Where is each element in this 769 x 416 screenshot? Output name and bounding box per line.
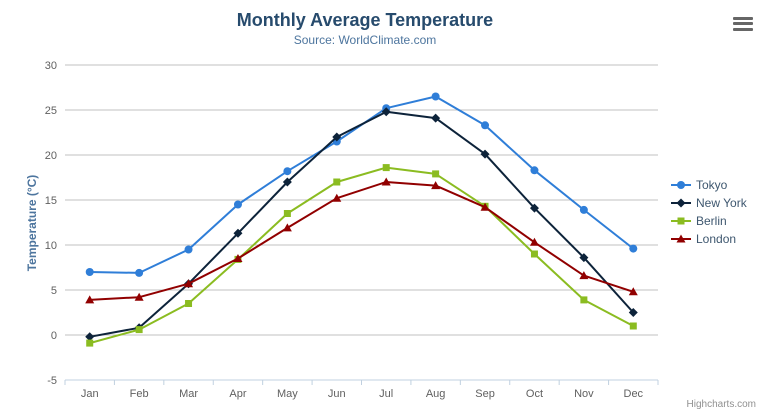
data-point-marker[interactable] xyxy=(676,234,686,243)
data-point-marker[interactable] xyxy=(579,253,589,263)
data-point-marker[interactable] xyxy=(677,181,685,189)
data-point-marker[interactable] xyxy=(629,322,637,330)
data-point-marker[interactable] xyxy=(481,121,490,130)
y-axis-label: 10 xyxy=(45,240,57,252)
y-axis-label: -5 xyxy=(47,375,57,387)
data-point-marker[interactable] xyxy=(480,202,490,211)
chart-title: Monthly Average Temperature xyxy=(236,10,494,30)
y-axis-label: 5 xyxy=(51,285,57,297)
data-point-marker[interactable] xyxy=(432,170,440,178)
data-point-marker[interactable] xyxy=(431,92,440,101)
data-point-marker[interactable] xyxy=(85,295,95,304)
data-point-marker[interactable] xyxy=(135,268,144,277)
data-point-marker[interactable] xyxy=(431,181,441,190)
legend-marker-triangle-icon xyxy=(671,234,691,243)
data-point-marker[interactable] xyxy=(135,326,143,334)
y-axis-label: 20 xyxy=(45,150,57,162)
legend-item-label: Berlin xyxy=(696,214,727,228)
legend-marker-circle-icon xyxy=(671,181,691,189)
data-point-marker[interactable] xyxy=(529,203,539,213)
data-point-marker[interactable] xyxy=(184,279,194,288)
x-axis-label: Apr xyxy=(229,388,246,400)
data-point-marker[interactable] xyxy=(333,178,341,186)
x-axis-label: Nov xyxy=(574,388,594,400)
chart-subtitle: Source: WorldClimate.com xyxy=(293,33,437,47)
data-point-marker[interactable] xyxy=(579,205,588,214)
data-point-marker[interactable] xyxy=(185,300,193,307)
hamburger-bar xyxy=(733,16,753,20)
series-line-tokyo xyxy=(88,95,635,274)
export-menu-button[interactable] xyxy=(729,14,757,36)
highcharts-credits[interactable]: Highcharts.com xyxy=(686,399,756,410)
data-point-marker[interactable] xyxy=(233,254,243,262)
data-point-marker[interactable] xyxy=(382,164,390,172)
legend: Tokyo New York Berlin London xyxy=(671,176,747,248)
hamburger-menu-icon xyxy=(731,16,755,31)
data-point-marker[interactable] xyxy=(283,210,291,217)
x-axis-label: Jun xyxy=(328,388,346,400)
x-axis-label: Sep xyxy=(475,388,495,400)
legend-marker-square-icon xyxy=(671,217,691,225)
legend-item-label: New York xyxy=(696,196,747,210)
y-axis-label: 30 xyxy=(45,60,57,72)
hamburger-bar xyxy=(733,27,753,31)
series-line-berlin xyxy=(88,166,635,345)
data-point-marker[interactable] xyxy=(529,237,539,246)
legend-item-tokyo[interactable]: Tokyo xyxy=(671,176,747,194)
legend-item-new-york[interactable]: New York xyxy=(671,194,747,212)
data-point-marker[interactable] xyxy=(629,244,638,253)
data-point-marker[interactable] xyxy=(530,166,539,175)
legend-item-label: London xyxy=(696,232,737,246)
legend-item-berlin[interactable]: Berlin xyxy=(671,212,747,230)
series-line-london xyxy=(88,181,635,301)
legend-marker-diamond-icon xyxy=(671,198,691,208)
data-point-marker[interactable] xyxy=(85,332,95,342)
data-point-marker[interactable] xyxy=(676,198,686,208)
x-axis-label: Oct xyxy=(526,388,543,400)
data-point-marker[interactable] xyxy=(431,113,441,123)
data-point-marker[interactable] xyxy=(628,287,638,296)
data-point-marker[interactable] xyxy=(85,268,94,276)
data-point-marker[interactable] xyxy=(677,217,685,225)
data-point-marker[interactable] xyxy=(381,177,391,186)
y-axis-label: 0 xyxy=(51,330,57,342)
data-point-marker[interactable] xyxy=(282,177,292,187)
legend-item-label: Tokyo xyxy=(696,178,728,192)
series-line-new-york xyxy=(88,110,635,338)
data-point-marker[interactable] xyxy=(134,292,144,301)
data-point-marker[interactable] xyxy=(579,271,589,280)
x-axis-label: Jan xyxy=(81,388,99,400)
x-axis-label: Feb xyxy=(130,388,149,400)
data-point-marker[interactable] xyxy=(86,339,94,347)
x-axis-label: Aug xyxy=(426,388,446,400)
hamburger-bar xyxy=(733,22,753,26)
x-axis-label: May xyxy=(277,388,298,400)
x-axis-label: Dec xyxy=(624,388,644,400)
data-point-marker[interactable] xyxy=(332,193,342,202)
x-axis-label: Jul xyxy=(379,388,393,400)
data-point-marker[interactable] xyxy=(480,149,490,159)
data-point-marker[interactable] xyxy=(283,167,292,176)
data-point-marker[interactable] xyxy=(184,245,193,254)
y-axis-label: 15 xyxy=(45,195,57,207)
data-point-marker[interactable] xyxy=(381,107,391,117)
data-point-marker[interactable] xyxy=(282,223,292,232)
legend-item-london[interactable]: London xyxy=(671,230,747,248)
data-point-marker[interactable] xyxy=(580,296,588,304)
data-point-marker[interactable] xyxy=(628,308,638,317)
data-point-marker[interactable] xyxy=(233,200,242,209)
y-axis-label: 25 xyxy=(45,105,57,117)
data-point-marker[interactable] xyxy=(233,228,243,238)
data-point-marker[interactable] xyxy=(332,132,342,142)
x-axis-label: Mar xyxy=(179,388,198,400)
data-point-marker[interactable] xyxy=(530,250,538,258)
